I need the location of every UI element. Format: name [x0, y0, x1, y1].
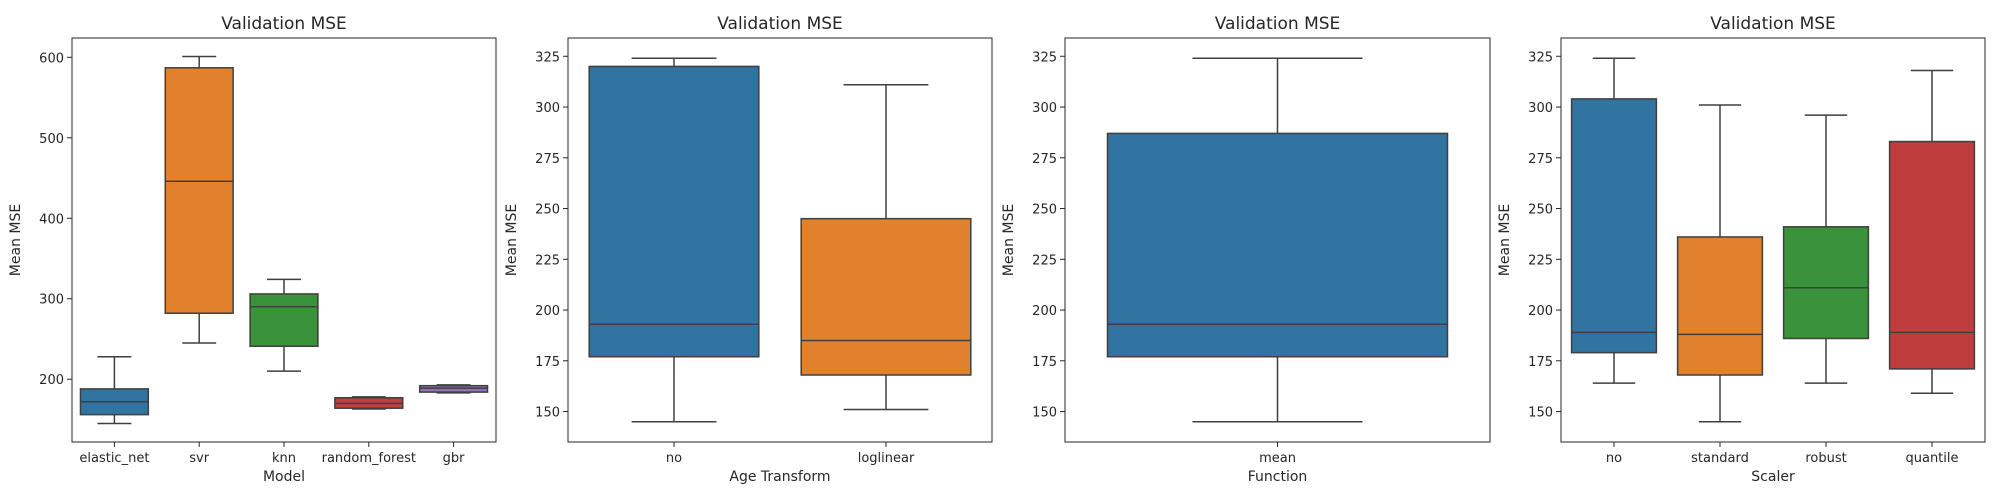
y-tick-label: 150 [1528, 406, 1553, 421]
box-gbr [418, 384, 489, 394]
x-tick-label: quantile [1905, 451, 1958, 466]
y-tick-label: 175 [535, 355, 560, 370]
y-tick-label: 150 [535, 406, 560, 421]
box-quantile [1888, 69, 1976, 395]
y-tick-label: 325 [1528, 50, 1553, 65]
y-tick-label: 200 [1032, 304, 1057, 319]
y-tick-label: 600 [39, 51, 64, 66]
box-iqr [1676, 236, 1764, 376]
box-no [1570, 57, 1658, 384]
x-tick-label: knn [272, 451, 296, 466]
y-tick-label: 275 [535, 152, 560, 167]
y-tick-label: 400 [39, 212, 64, 227]
plot-frame [567, 37, 993, 443]
box-iqr [1106, 132, 1449, 358]
y-tick-label: 500 [39, 132, 64, 147]
plot-frame [1560, 37, 1986, 443]
y-axis-label: Mean MSE [8, 204, 24, 276]
y-tick-label: 250 [535, 203, 560, 218]
y-tick-label: 200 [39, 373, 64, 388]
box-no [588, 57, 760, 423]
x-tick-label: mean [1259, 451, 1296, 466]
box-iqr [1888, 140, 1976, 370]
y-tick-label: 325 [535, 50, 560, 65]
y-tick-label: 225 [1528, 253, 1553, 268]
box-iqr [1782, 226, 1870, 340]
y-tick-label: 250 [1032, 203, 1057, 218]
x-tick-label: no [666, 451, 682, 466]
chart-title: Validation MSE [221, 14, 347, 34]
chart-title: Validation MSE [1710, 14, 1836, 34]
y-tick-label: 275 [1528, 152, 1553, 167]
chart-panel-2: 150 175 200 225 250 275 300 325 no loglinear Valid… [504, 14, 993, 485]
box-loglinear [800, 83, 972, 411]
y-tick-label: 300 [535, 101, 560, 116]
x-tick-label: no [1606, 451, 1622, 466]
y-tick-label: 275 [1032, 152, 1057, 167]
chart-panel-3: 150 175 200 225 250 275 300 325 mean Validation M… [1001, 14, 1491, 485]
box-iqr [588, 65, 760, 358]
box-mean [1106, 57, 1449, 423]
x-tick-label: standard [1691, 451, 1749, 466]
x-axis-label: Model [263, 469, 305, 485]
x-tick-label: random_forest [322, 451, 416, 466]
x-axis-label: Age Transform [729, 469, 830, 485]
x-tick-label: loglinear [858, 451, 915, 466]
y-tick-label: 325 [1032, 50, 1057, 65]
chart-panel-1: 200 300 400 500 600 elastic_net svr knn random_f… [8, 14, 497, 485]
y-tick-label: 300 [39, 293, 64, 308]
y-tick-label: 225 [1032, 253, 1057, 268]
y-tick-label: 200 [535, 304, 560, 319]
box-standard [1676, 104, 1764, 423]
chart-title: Validation MSE [717, 14, 843, 34]
x-tick-label: svr [189, 451, 209, 466]
box-elastic_net [79, 355, 150, 425]
box-iqr [164, 67, 234, 314]
box-iqr [249, 293, 319, 347]
y-tick-label: 200 [1528, 304, 1553, 319]
y-tick-label: 250 [1528, 203, 1553, 218]
box-iqr [800, 217, 972, 376]
x-tick-label: gbr [443, 451, 466, 466]
y-tick-label: 300 [1032, 101, 1057, 116]
y-axis-label: Mean MSE [1497, 204, 1513, 276]
box-knn [249, 278, 319, 372]
chart-title: Validation MSE [1215, 14, 1341, 34]
y-axis-label: Mean MSE [1001, 204, 1017, 276]
plot-frame [71, 37, 497, 443]
y-tick-label: 175 [1528, 355, 1553, 370]
box-robust [1782, 114, 1870, 384]
box-iqr [418, 384, 489, 393]
x-axis-label: Scaler [1751, 469, 1795, 485]
y-axis-label: Mean MSE [504, 204, 520, 276]
x-tick-label: robust [1805, 451, 1846, 466]
box-iqr [1570, 98, 1658, 354]
box-random_forest [334, 396, 404, 410]
x-tick-label: elastic_net [79, 451, 149, 466]
y-tick-label: 150 [1032, 406, 1057, 421]
y-tick-label: 175 [1032, 355, 1057, 370]
box-svr [164, 55, 234, 344]
y-tick-label: 225 [535, 253, 560, 268]
y-tick-label: 300 [1528, 101, 1553, 116]
x-axis-label: Function [1248, 469, 1308, 485]
chart-panel-4: 150 175 200 225 250 275 300 325 no standard robust… [1497, 14, 1986, 485]
